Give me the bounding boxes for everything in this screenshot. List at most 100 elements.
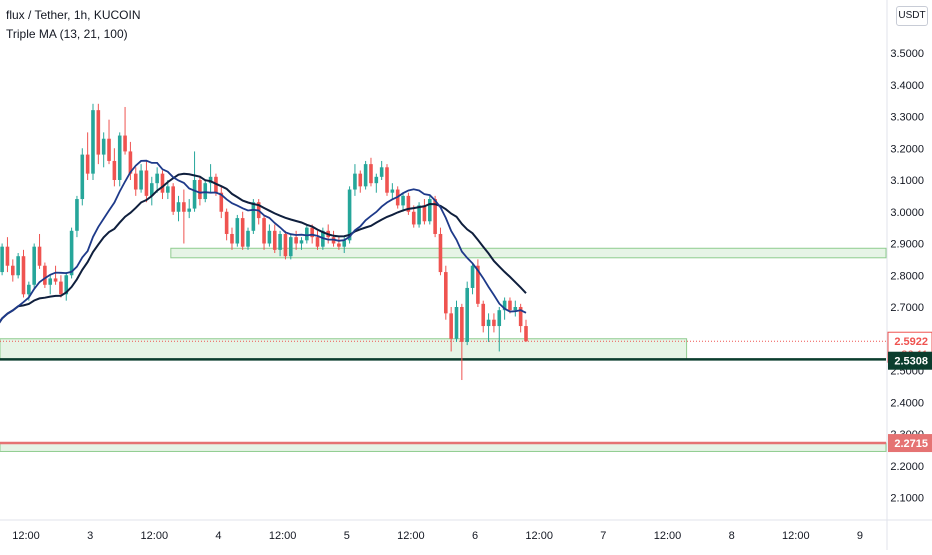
ma-21-line xyxy=(0,172,527,324)
symbol-title: flux / Tether, 1h, KUCOIN xyxy=(6,8,141,22)
candle xyxy=(91,103,95,180)
candle-body xyxy=(369,164,373,184)
candle-body xyxy=(438,233,443,273)
candle xyxy=(427,195,432,225)
y-tick-label: 2.1000 xyxy=(890,493,924,505)
candle-body xyxy=(406,195,411,212)
candle-body xyxy=(305,227,309,241)
candle-body xyxy=(513,307,518,311)
candle xyxy=(374,173,379,193)
candle-body xyxy=(101,138,106,155)
candle xyxy=(230,227,234,250)
candle xyxy=(0,243,4,276)
candle xyxy=(294,230,298,250)
candle-body xyxy=(123,135,127,152)
candle-body xyxy=(315,237,320,247)
candle xyxy=(305,224,309,244)
candle-body xyxy=(96,110,101,155)
candle xyxy=(43,262,47,288)
candle-body xyxy=(203,183,208,200)
candle-body xyxy=(502,300,507,311)
candle-body xyxy=(128,151,133,174)
candle xyxy=(401,192,405,212)
candle-body xyxy=(75,199,79,231)
candle xyxy=(454,300,459,342)
candle xyxy=(64,272,69,301)
resistance-zone xyxy=(170,247,887,259)
candle xyxy=(299,237,304,250)
candle xyxy=(524,319,528,342)
candle-body xyxy=(5,246,10,266)
lower-zone xyxy=(0,442,887,452)
candle xyxy=(85,132,90,180)
candle-body xyxy=(476,265,480,304)
candle-body xyxy=(155,173,159,184)
candle-body xyxy=(133,173,138,190)
candle-body xyxy=(27,284,31,295)
candle-body xyxy=(176,202,181,212)
candle-body xyxy=(481,303,486,327)
candle-body xyxy=(278,233,282,250)
y-tick-label: 3.4000 xyxy=(890,80,924,92)
candle xyxy=(390,183,395,200)
candle-body xyxy=(465,287,469,342)
x-tick-label: 8 xyxy=(729,530,735,542)
candle-body xyxy=(342,240,347,247)
candle-body xyxy=(390,189,395,193)
ma-13-line xyxy=(0,159,527,324)
candle-body xyxy=(230,233,234,244)
x-tick-label: 12:00 xyxy=(782,530,810,542)
candle xyxy=(288,233,293,260)
candle xyxy=(203,180,208,203)
candle-body xyxy=(43,265,47,285)
candle xyxy=(406,192,411,215)
candle xyxy=(149,176,154,206)
candle xyxy=(481,300,486,333)
candle xyxy=(21,249,26,298)
candle xyxy=(315,230,320,250)
candle-body xyxy=(219,192,224,212)
x-tick-label: 12:00 xyxy=(525,530,553,542)
candle-body xyxy=(353,173,357,190)
price-label: 2.2715 xyxy=(888,434,932,453)
candle xyxy=(155,167,159,193)
candle xyxy=(353,164,357,196)
candle xyxy=(208,164,213,193)
candle xyxy=(363,160,368,190)
candle-body xyxy=(518,307,523,327)
candle xyxy=(465,281,469,346)
support-zone xyxy=(0,338,688,360)
candle xyxy=(470,262,475,295)
currency-button[interactable]: USDT xyxy=(896,6,928,26)
candle-body xyxy=(288,237,293,257)
candle-body xyxy=(262,218,266,244)
candle xyxy=(48,275,53,295)
y-tick-label: 3.3000 xyxy=(890,112,924,124)
candle-body xyxy=(91,110,95,174)
candle-body xyxy=(272,230,277,250)
candle-body xyxy=(117,135,122,180)
candle xyxy=(278,230,282,257)
candle xyxy=(101,132,106,168)
candle-body xyxy=(240,218,245,247)
candle xyxy=(460,303,464,381)
candle xyxy=(337,237,341,250)
candle xyxy=(16,253,20,279)
candle xyxy=(513,300,518,317)
candle xyxy=(171,183,175,215)
candle xyxy=(444,265,448,320)
price-label-box xyxy=(888,434,932,453)
candle xyxy=(433,195,437,238)
candle-body xyxy=(112,160,117,180)
candle-body xyxy=(198,180,202,200)
candle-body xyxy=(283,233,288,257)
x-tick-label: 12:00 xyxy=(269,530,297,542)
y-tick-label: 2.4000 xyxy=(890,397,924,409)
y-tick-label: 2.7000 xyxy=(890,302,924,314)
candle-body xyxy=(32,246,36,285)
candle xyxy=(123,106,127,155)
y-tick-label: 2.2000 xyxy=(890,461,924,473)
candle-body xyxy=(208,176,213,184)
x-tick-label: 12:00 xyxy=(654,530,682,542)
